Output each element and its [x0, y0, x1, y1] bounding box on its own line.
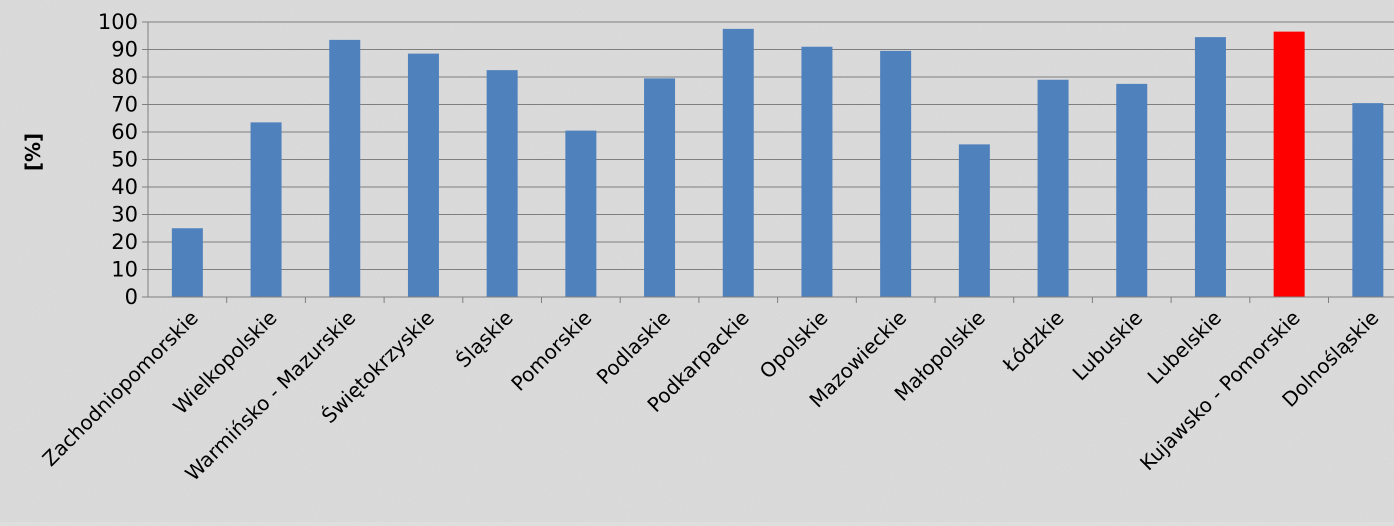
bar-highlighted: [1273, 31, 1305, 297]
bar: [1116, 83, 1148, 297]
y-tick-label: 30: [111, 203, 138, 227]
y-tick-label: 40: [111, 175, 138, 199]
y-tick-label: 60: [111, 120, 138, 144]
y-tick-label: 50: [111, 148, 138, 172]
y-tick-label: 70: [111, 93, 138, 117]
y-axis-label: [%]: [21, 133, 45, 171]
bar: [1194, 37, 1226, 297]
bar: [880, 50, 912, 297]
bar: [722, 28, 754, 297]
y-tick-label: 90: [111, 38, 138, 62]
bar: [329, 39, 361, 297]
bars: [171, 28, 1384, 297]
y-tick-labels: 0 10 20 30 40 50 60 70 80 90 100: [98, 10, 138, 309]
y-tick-label: 100: [98, 10, 138, 34]
bar: [644, 78, 676, 297]
bar: [171, 228, 203, 297]
bar: [565, 130, 597, 297]
bar: [407, 53, 439, 297]
bar: [958, 144, 990, 297]
bar: [1037, 79, 1069, 297]
bar: [250, 122, 282, 297]
axes: [147, 22, 1394, 303]
y-tick-label: 20: [111, 230, 138, 254]
bar: [486, 70, 518, 297]
y-tick-label: 0: [125, 285, 138, 309]
y-tick-label: 10: [111, 258, 138, 282]
bar: [801, 46, 833, 297]
y-tick-label: 80: [111, 65, 138, 89]
bar: [1352, 103, 1384, 297]
